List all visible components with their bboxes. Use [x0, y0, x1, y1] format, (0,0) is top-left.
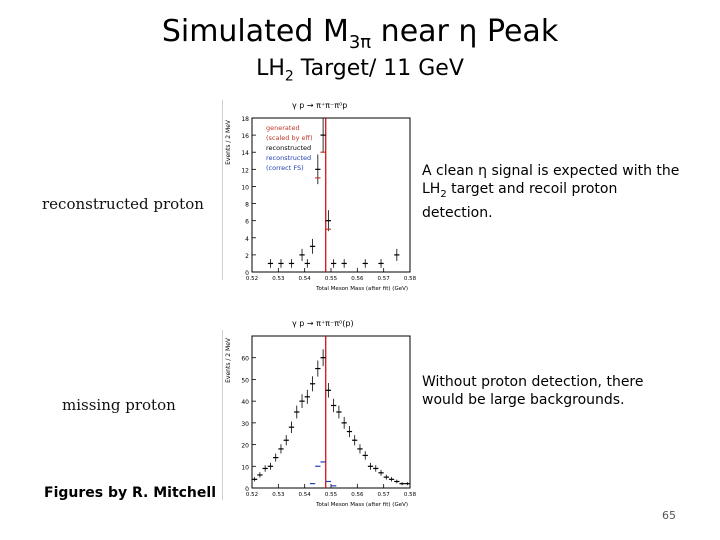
note-clean-signal: A clean η signal is expected with the LH…: [422, 163, 680, 221]
slide-title: Simulated M3π near η Peak: [161, 14, 559, 53]
x-tick-label: 0.54: [299, 276, 312, 282]
reconstructed-proton-label: reconstructed proton: [42, 195, 204, 213]
legend-entry: reconstructed: [266, 144, 311, 152]
y-axis-label: Events / 2 MeV: [225, 337, 232, 383]
x-tick-label: 0.58: [404, 492, 417, 498]
eta-peak-reconstructed-proton-chart: γ p → π⁺π⁻π⁰p 0 2 4 6 8 10 12 14 16 18 0.52 0.53 0.54…: [225, 101, 417, 292]
y-tick-label: 6: [245, 219, 249, 226]
y-tick-label: 10: [241, 184, 249, 191]
x-tick-label: 0.54: [299, 492, 312, 498]
separator-bottom: [222, 330, 223, 500]
x-tick-label: 0.55: [325, 492, 338, 498]
x-tick-label: 0.55: [325, 276, 338, 282]
slide-subtitle: LH2 Target/ 11 GeV: [256, 56, 464, 85]
x-tick-label: 0.53: [272, 492, 285, 498]
y-tick-label: 40: [241, 399, 249, 406]
y-tick-label: 2: [245, 253, 249, 260]
y-tick-label: 20: [241, 443, 249, 450]
x-tick-label: 0.52: [246, 492, 258, 498]
y-tick-label: 14: [241, 150, 249, 157]
y-tick-label: 16: [241, 133, 249, 140]
page-number: 65: [662, 509, 676, 522]
y-tick-label: 50: [241, 377, 249, 384]
plot-frame: [251, 335, 411, 489]
note-large-backgrounds: Without proton detection, there would be…: [422, 374, 644, 408]
missing-proton-label: missing proton: [62, 396, 176, 414]
y-tick-label: 10: [241, 464, 249, 471]
x-tick-label: 0.56: [351, 276, 364, 282]
legend-entry: reconstructed: [266, 154, 311, 162]
x-tick-label: 0.57: [378, 276, 391, 282]
x-tick-label: 0.52: [246, 276, 258, 282]
x-tick-label: 0.56: [351, 492, 364, 498]
y-tick-label: 0: [245, 486, 249, 493]
y-axis-label: Events / 2 MeV: [225, 119, 232, 165]
y-tick-label: 60: [241, 356, 249, 363]
separator-top: [222, 100, 223, 280]
legend-entry: generated: [266, 124, 300, 132]
chart-title: γ p → π⁺π⁻π⁰p: [292, 101, 347, 110]
x-axis-label: Total Meson Mass (after fit) (GeV): [315, 286, 408, 292]
eta-peak-missing-proton-chart: γ p → π⁺π⁻π⁰(p) 0 10 20 30 40 50 60 0.52 0.53 0.54…: [225, 319, 417, 508]
y-tick-label: 4: [245, 236, 249, 243]
x-tick-label: 0.58: [404, 276, 417, 282]
y-tick-label: 30: [241, 421, 249, 428]
legend-entry: (correct FS): [266, 164, 304, 172]
x-axis-label: Total Meson Mass (after fit) (GeV): [315, 502, 408, 508]
y-tick-label: 12: [241, 167, 249, 174]
x-tick-label: 0.57: [378, 492, 391, 498]
figure-credit: Figures by R. Mitchell: [44, 485, 216, 501]
y-tick-label: 18: [241, 116, 249, 123]
y-tick-label: 8: [245, 202, 249, 209]
x-tick-label: 0.53: [272, 276, 285, 282]
chart-title: γ p → π⁺π⁻π⁰(p): [292, 319, 354, 328]
legend-entry: (scaled by eff): [266, 134, 313, 142]
y-tick-label: 0: [245, 270, 249, 277]
